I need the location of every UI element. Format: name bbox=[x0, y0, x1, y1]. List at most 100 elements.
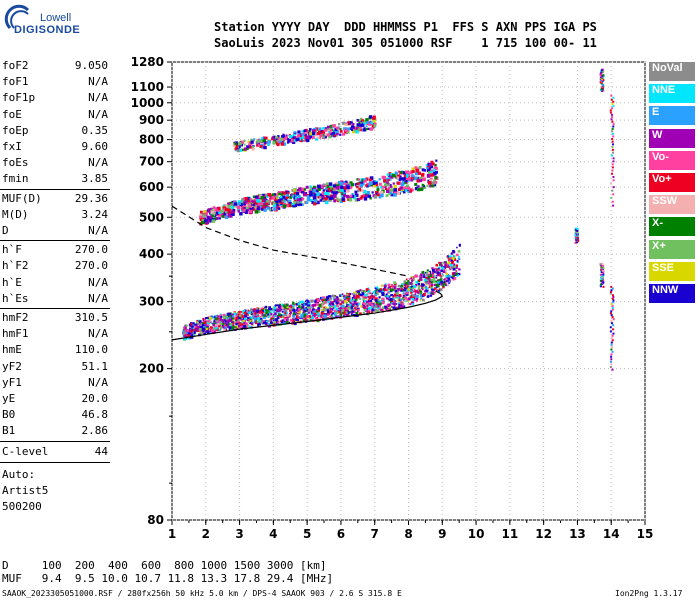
echo-point bbox=[283, 305, 287, 309]
y-tick-label: 1100 bbox=[131, 80, 164, 94]
echo-point bbox=[240, 325, 243, 328]
echo-point bbox=[612, 123, 615, 126]
echo-point bbox=[273, 193, 276, 196]
echo-point bbox=[340, 193, 344, 197]
echo-point bbox=[612, 135, 615, 138]
echo-point bbox=[442, 261, 445, 264]
echo-point bbox=[274, 309, 277, 312]
echo-point bbox=[357, 290, 360, 294]
param-row: B1 2.86 bbox=[2, 423, 108, 439]
echo-point bbox=[230, 326, 234, 330]
echo-point bbox=[218, 329, 221, 332]
echo-point bbox=[346, 304, 349, 308]
echo-point bbox=[599, 76, 602, 79]
echo-point bbox=[385, 296, 389, 300]
echo-point bbox=[305, 312, 308, 315]
echo-point bbox=[321, 130, 325, 134]
echo-point bbox=[355, 303, 358, 306]
echo-point bbox=[456, 260, 459, 262]
echo-point bbox=[291, 136, 295, 140]
echo-point bbox=[324, 128, 328, 132]
echo-point bbox=[404, 189, 408, 192]
echo-point bbox=[356, 118, 360, 122]
echo-point bbox=[363, 290, 367, 293]
echo-point bbox=[282, 134, 286, 138]
echo-point bbox=[405, 281, 408, 285]
echo-point bbox=[401, 298, 404, 301]
echo-point bbox=[600, 87, 603, 90]
echo-point bbox=[421, 287, 424, 290]
echo-point bbox=[224, 314, 227, 316]
echo-point bbox=[239, 200, 244, 205]
echo-point bbox=[289, 138, 294, 143]
param-name: h`F bbox=[2, 243, 22, 257]
echo-point bbox=[422, 292, 426, 296]
echo-point bbox=[199, 320, 202, 323]
echo-point bbox=[380, 284, 384, 287]
echo-point bbox=[343, 295, 346, 298]
echo-point bbox=[262, 198, 266, 202]
echo-point bbox=[356, 189, 360, 193]
echo-point bbox=[257, 324, 260, 327]
echo-point bbox=[270, 307, 273, 310]
echo-point bbox=[306, 130, 310, 134]
echo-point bbox=[266, 195, 269, 199]
echo-point bbox=[215, 324, 217, 326]
echo-point bbox=[330, 134, 334, 137]
echo-point bbox=[241, 205, 245, 209]
echo-point bbox=[248, 205, 251, 208]
echo-point bbox=[271, 322, 275, 325]
echo-point bbox=[234, 317, 237, 320]
echo-point bbox=[416, 188, 421, 192]
echo-point bbox=[185, 334, 188, 338]
echo-point bbox=[314, 300, 317, 303]
echo-point bbox=[211, 208, 214, 211]
echo-point bbox=[312, 305, 315, 308]
echo-point bbox=[357, 197, 361, 201]
echo-point bbox=[309, 319, 313, 322]
echo-point bbox=[611, 102, 614, 105]
echo-point bbox=[398, 175, 402, 179]
echo-point bbox=[312, 188, 317, 193]
echo-point bbox=[292, 302, 295, 305]
echo-point bbox=[225, 323, 229, 327]
echo-point bbox=[612, 204, 615, 207]
echo-point bbox=[352, 294, 356, 298]
echo-point bbox=[232, 208, 236, 212]
echo-point bbox=[445, 272, 449, 276]
echo-point bbox=[574, 231, 577, 234]
echo-point bbox=[223, 328, 226, 332]
echo-point bbox=[322, 308, 326, 312]
echo-point bbox=[205, 220, 210, 225]
echo-point bbox=[372, 182, 376, 186]
echo-point bbox=[609, 326, 612, 329]
echo-point bbox=[273, 138, 276, 142]
echo-point bbox=[285, 196, 289, 199]
echo-point bbox=[185, 331, 188, 334]
echo-point bbox=[428, 281, 431, 284]
echo-point bbox=[427, 281, 430, 284]
echo-point bbox=[367, 306, 371, 310]
param-value: N/A bbox=[88, 107, 108, 121]
echo-point bbox=[386, 181, 389, 184]
echo-point bbox=[287, 191, 290, 195]
echo-point bbox=[396, 174, 401, 178]
echo-point bbox=[417, 279, 420, 282]
y-tick-label: 600 bbox=[139, 180, 164, 194]
param-value: 110.0 bbox=[74, 343, 108, 357]
echo-point bbox=[273, 207, 277, 211]
echo-point bbox=[428, 278, 432, 282]
echo-point bbox=[344, 297, 347, 299]
echo-point bbox=[426, 269, 429, 272]
echo-point bbox=[403, 289, 406, 292]
echo-point bbox=[188, 330, 192, 333]
echo-point bbox=[300, 135, 305, 139]
echo-point bbox=[361, 292, 365, 296]
echo-point bbox=[321, 194, 325, 198]
echo-point bbox=[435, 286, 438, 289]
clevel-row: C-level 44 bbox=[2, 444, 108, 460]
autoscale-line2: Artist5 bbox=[2, 483, 49, 497]
echo-point bbox=[282, 204, 287, 208]
echo-point bbox=[222, 316, 226, 319]
echo-point bbox=[390, 302, 394, 305]
